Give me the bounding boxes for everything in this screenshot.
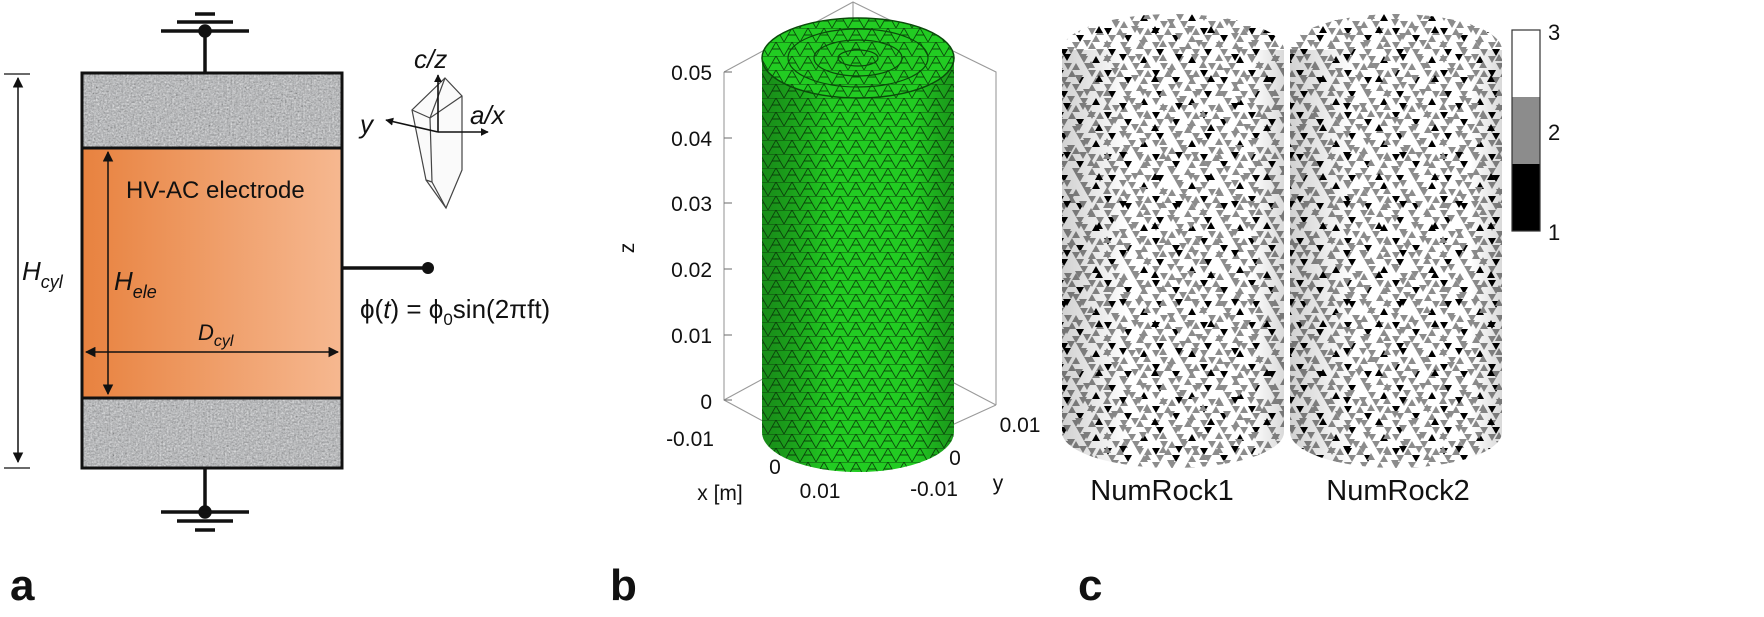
y-axis-label: y [993,472,1004,495]
y-axis-arrow [385,117,439,133]
panel-a: HV-AC electrode Hcyl Hele Dcyl ϕ(t) = ϕ0… [4,12,550,610]
d-cyl-label: Dcyl [198,320,234,350]
panel-b: 0.05 0.04 0.03 0.02 0.01 0 z -0.01 0 0.0… [610,1,1041,610]
x-tick-label: 0.01 [800,480,841,503]
colorbar-tick-label: 3 [1548,20,1560,45]
mesh-cylinder [761,17,955,472]
colorbar-tick-label: 1 [1548,220,1560,245]
panel-a-letter: a [10,561,35,610]
panel-b-letter: b [610,561,637,610]
numrock2-cylinder [1290,14,1502,468]
y-tick-label: 0 [949,447,961,470]
h-ele-label: Hele [114,266,157,302]
z-tick-label: 0 [700,391,712,414]
z-axis-label: z [616,243,639,254]
x-tick-label: -0.01 [666,428,714,451]
z-tick-label: 0.05 [671,62,712,85]
numrock2-label: NumRock2 [1326,475,1469,507]
crystal-axis-y-label: y [358,109,375,139]
z-tick-label: 0.04 [671,128,712,151]
lower-rock-block [80,396,344,470]
x-axis-label: x [m] [697,482,743,505]
z-tick-label: 0.03 [671,193,712,216]
y-tick-label: 0.01 [1000,414,1041,437]
upper-rock-block [80,71,344,150]
numrock1-cylinder [1062,14,1284,468]
h-cyl-label: Hcyl [22,256,64,292]
electrode-label: HV-AC electrode [126,177,305,204]
z-tick-label: 0.02 [671,259,712,282]
panel-c: NumRock1 NumRock2 3 2 1 c [1062,14,1560,610]
colorbar [1511,29,1541,232]
potential-formula: ϕ(t) = ϕ0sin(2πft) [360,294,550,329]
z-tick-label: 0.01 [671,325,712,348]
x-tick-label: 0 [769,456,781,479]
terminal-dot [422,262,434,274]
panel-c-letter: c [1078,561,1102,610]
top-ground-icon [161,12,249,73]
quartz-crystal-icon [411,77,463,210]
crystal-axis-c-label: c/z [414,44,447,74]
y-tick-label: -0.01 [910,478,958,501]
colorbar-tick-label: 2 [1548,120,1560,145]
crystal-axis-a-label: a/x [470,100,506,130]
numrock1-label: NumRock1 [1090,475,1233,507]
bottom-ground-icon [161,468,249,532]
z-ticks [724,71,732,401]
